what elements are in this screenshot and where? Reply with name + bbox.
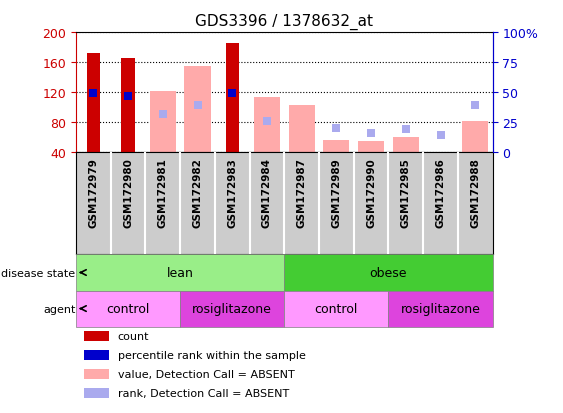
Bar (226, 44, 239, 153)
Text: GSM172984: GSM172984 (262, 158, 272, 228)
Point (436, 133, 445, 139)
Point (227, 91, 237, 97)
Text: rank, Detection Call = ABSENT: rank, Detection Call = ABSENT (118, 388, 289, 398)
Point (158, 112, 167, 118)
Bar (84, 350, 109, 361)
Text: percentile rank within the sample: percentile rank within the sample (118, 350, 306, 360)
Bar (84, 331, 109, 342)
Text: obese: obese (370, 266, 407, 279)
Bar (323, 140, 350, 153)
Text: GSM172986: GSM172986 (436, 158, 445, 228)
Text: GSM172989: GSM172989 (332, 158, 341, 228)
Point (401, 126, 410, 133)
Text: lean: lean (167, 266, 194, 279)
Bar (76, 255, 284, 291)
Bar (358, 142, 384, 153)
Bar (462, 121, 488, 153)
Bar (84, 387, 109, 399)
Point (89, 91, 98, 97)
Text: GSM172985: GSM172985 (401, 158, 411, 228)
Bar (87, 54, 100, 153)
Bar (185, 67, 211, 153)
Text: value, Detection Call = ABSENT: value, Detection Call = ABSENT (118, 369, 294, 379)
Text: GSM172979: GSM172979 (88, 158, 99, 228)
Bar (84, 369, 109, 380)
Text: GSM172987: GSM172987 (297, 158, 307, 228)
Text: GSM172988: GSM172988 (470, 158, 480, 228)
Bar (180, 291, 284, 327)
Point (193, 102, 202, 109)
Bar (284, 291, 388, 327)
Point (332, 126, 341, 132)
Text: count: count (118, 331, 149, 341)
Point (367, 130, 376, 137)
Text: rosiglitazone: rosiglitazone (193, 302, 272, 315)
Bar (388, 291, 493, 327)
Title: GDS3396 / 1378632_at: GDS3396 / 1378632_at (195, 14, 373, 30)
Bar (289, 106, 315, 153)
Bar (150, 92, 176, 153)
Bar (393, 138, 419, 153)
Bar (254, 98, 280, 153)
Text: GSM172982: GSM172982 (193, 158, 203, 228)
Bar (284, 255, 493, 291)
Text: GSM172983: GSM172983 (227, 158, 237, 228)
Text: GSM172990: GSM172990 (366, 158, 376, 228)
Text: agent: agent (43, 304, 75, 314)
Point (471, 102, 480, 109)
Text: control: control (315, 302, 358, 315)
Point (262, 118, 271, 125)
Point (124, 93, 133, 100)
Text: GSM172981: GSM172981 (158, 158, 168, 228)
Text: disease state: disease state (1, 268, 75, 278)
Bar (122, 59, 135, 153)
Text: GSM172980: GSM172980 (123, 158, 133, 228)
Bar (76, 291, 180, 327)
Text: control: control (106, 302, 150, 315)
Text: rosiglitazone: rosiglitazone (401, 302, 480, 315)
